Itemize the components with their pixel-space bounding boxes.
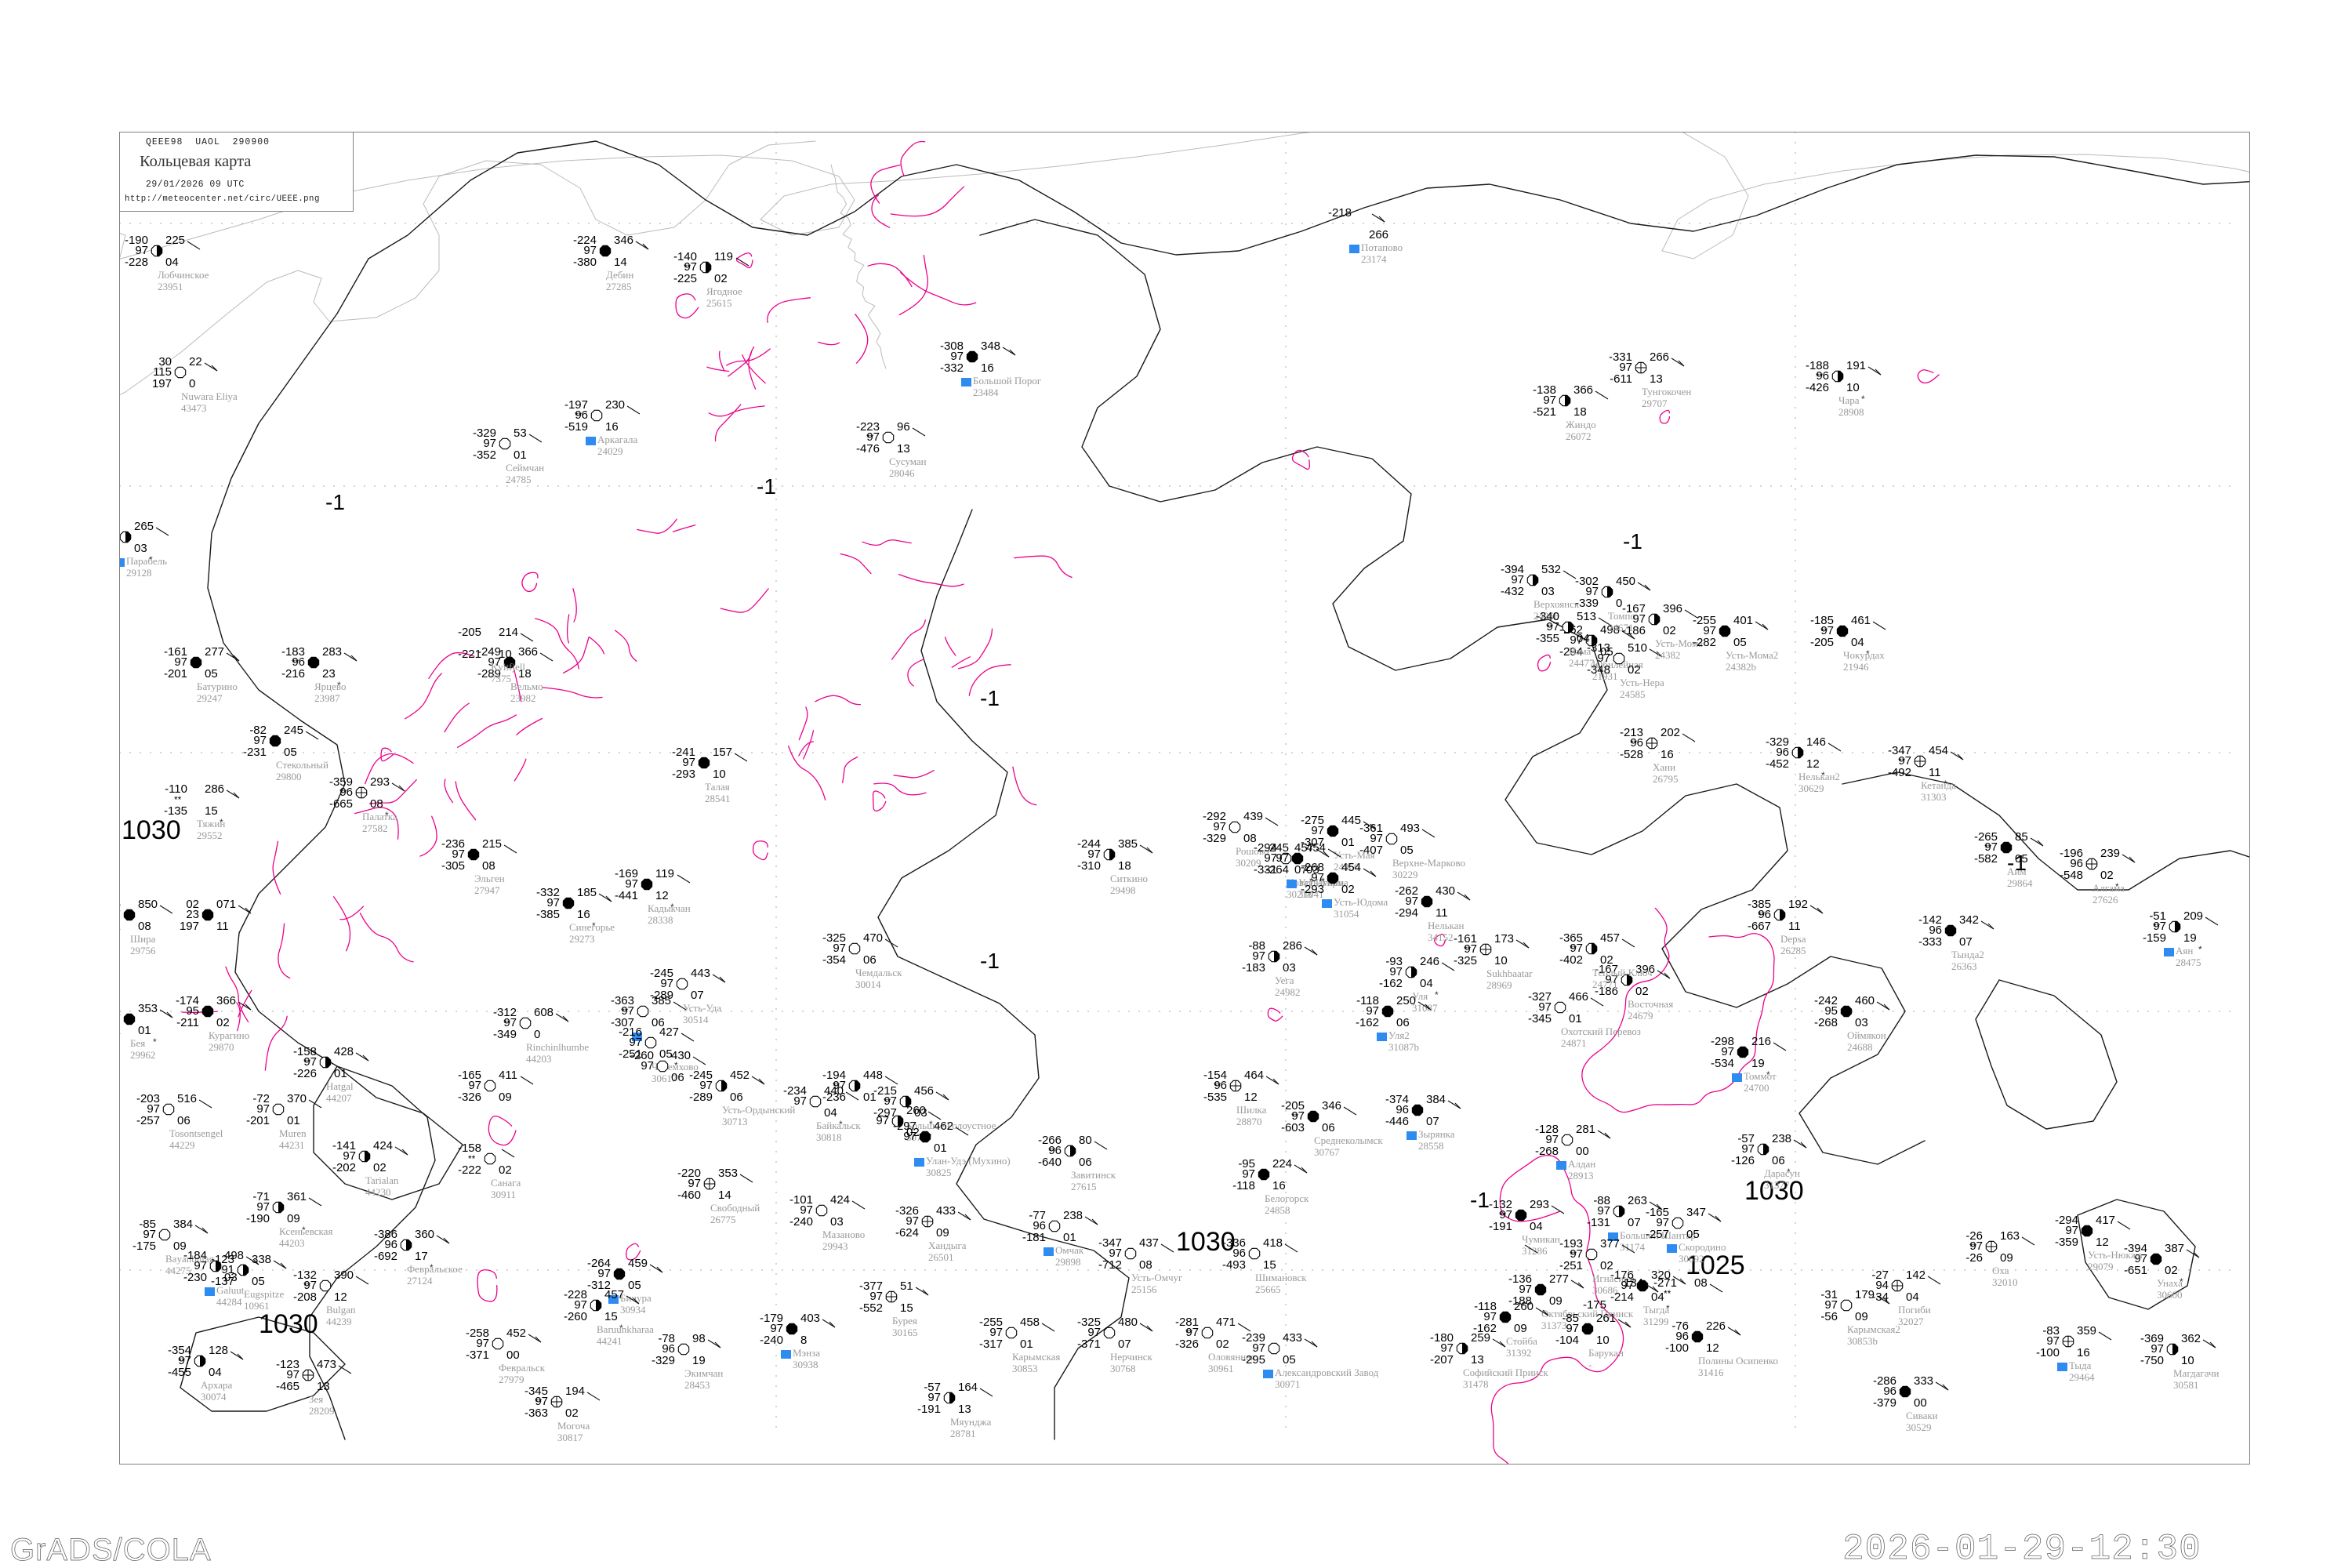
svg-text:-206: -206 (93, 542, 117, 555)
svg-text:-141: -141 (97, 1024, 121, 1037)
svg-text:-212: -212 (97, 920, 121, 933)
svg-text:-175: -175 (93, 520, 117, 533)
svg-text:-185: -185 (97, 898, 121, 911)
svg-text:-121: -121 (97, 1002, 121, 1015)
svg-text:97: 97 (103, 530, 117, 543)
